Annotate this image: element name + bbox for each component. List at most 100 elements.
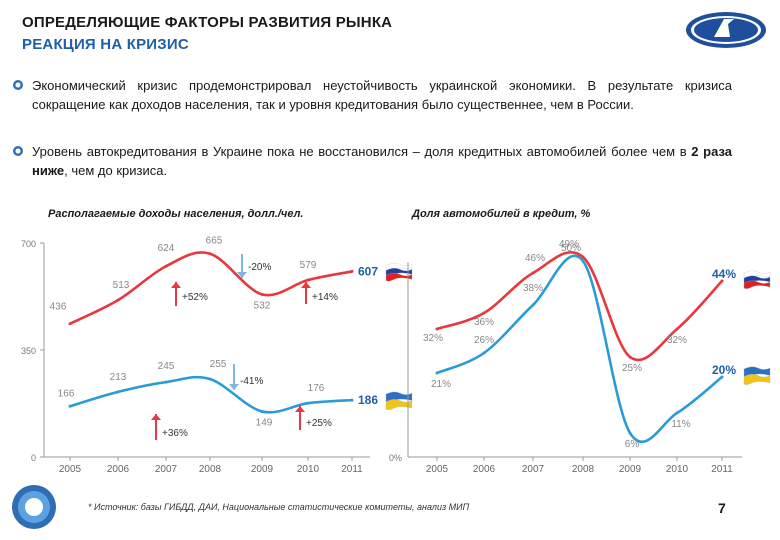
income-growth-label: +14%	[312, 292, 338, 303]
income-y-tick-label: 0	[31, 453, 36, 463]
lada-logo-icon	[686, 12, 766, 48]
credit-point	[628, 355, 632, 359]
income-x-tick-label: 2011	[341, 464, 363, 475]
income-data-label: 245	[158, 361, 175, 372]
credit-y-tick-label: 0%	[389, 453, 402, 463]
ukraine-flag-icon	[743, 366, 771, 385]
income-y-tick-label: 350	[21, 346, 36, 356]
income-decline-label: -20%	[248, 262, 271, 273]
bullet-2-text-post: , чем до кризиса.	[64, 163, 168, 178]
income-point	[306, 401, 310, 405]
income-data-label: 579	[300, 260, 317, 271]
income-x-tick-label: 2008	[199, 464, 222, 475]
credit-data-label: 21%	[431, 379, 451, 390]
income-data-label: 255	[210, 359, 227, 370]
income-point	[164, 380, 168, 384]
income-point	[350, 398, 354, 402]
credit-data-label: 6%	[625, 439, 640, 450]
income-point	[116, 298, 120, 302]
credit-x-tick-label: 2009	[619, 464, 642, 475]
bullet-2-text-bold: 2 раза ниже	[32, 144, 732, 178]
income-point	[208, 377, 212, 381]
credit-data-label: 26%	[474, 335, 494, 346]
income-growth-label: +25%	[306, 418, 332, 429]
income-data-label: 176	[308, 383, 325, 394]
credit-data-label: 50%	[561, 243, 581, 254]
credit-data-label: 36%	[474, 317, 494, 328]
credit-point	[531, 303, 535, 307]
credit-data-label: 25%	[622, 363, 642, 374]
credit-x-tick-label: 2005	[426, 464, 449, 475]
credit-point	[720, 279, 724, 283]
company-logo-icon	[12, 485, 56, 529]
credit-data-label: 38%	[523, 283, 543, 294]
credit-point	[675, 411, 679, 415]
income-point	[208, 252, 212, 256]
russia-flag-icon	[743, 270, 771, 289]
income-data-label: 166	[58, 388, 75, 399]
bullet-1-text: Экономический кризис продемонстрировал н…	[32, 78, 732, 112]
credit-data-label: 46%	[525, 253, 545, 264]
income-x-tick-label: 2005	[59, 464, 82, 475]
bullet-2: Уровень автокредитования в Украине пока …	[13, 142, 732, 180]
income-down-arrow-ua-head	[229, 384, 239, 390]
credit-point	[628, 431, 632, 435]
credit-point	[581, 255, 585, 259]
income-growth-label: +52%	[182, 292, 208, 303]
credit-x-tick-label: 2007	[522, 464, 545, 475]
credit-point	[675, 327, 679, 331]
credit-point	[581, 259, 585, 263]
income-y-tick-label: 700	[21, 239, 36, 249]
credit-x-tick-label: 2008	[572, 464, 595, 475]
page-number: 7	[718, 500, 726, 516]
credit-data-label: 32%	[423, 333, 443, 344]
income-up-arrow-ua-2-head	[295, 406, 305, 412]
credit-point	[482, 311, 486, 315]
credit-x-tick-label: 2011	[711, 464, 733, 475]
bullet-dot-icon	[13, 146, 23, 156]
credit-end-label: 44%	[712, 267, 736, 281]
page-title: ОПРЕДЕЛЯЮЩИЕ ФАКТОРЫ РАЗВИТИЯ РЫНКА	[22, 14, 393, 31]
income-end-label: 186	[358, 393, 378, 407]
income-point	[116, 390, 120, 394]
credit-point	[482, 351, 486, 355]
russia-flag-icon	[385, 263, 413, 282]
credit-point	[531, 271, 535, 275]
source-note: * Источник: базы ГИБДД, ДАИ, Национальны…	[88, 502, 470, 512]
income-point	[350, 269, 354, 273]
income-data-label: 532	[254, 300, 271, 311]
page-subtitle: РЕАКЦИЯ НА КРИЗИС	[22, 36, 189, 53]
income-x-tick-label: 2009	[251, 464, 274, 475]
income-down-arrow-ru-head	[237, 272, 247, 278]
income-point	[68, 404, 72, 408]
income-decline-label: -41%	[240, 376, 263, 387]
income-point	[260, 292, 264, 296]
chart-income-title: Располагаемые доходы населения, долл./че…	[48, 208, 304, 220]
credit-data-label: 32%	[667, 335, 687, 346]
income-data-label: 624	[158, 243, 175, 254]
credit-x-tick-label: 2006	[473, 464, 496, 475]
bullet-dot-icon	[13, 80, 23, 90]
credit-end-label: 20%	[712, 363, 736, 377]
income-data-label: 436	[50, 302, 67, 313]
income-point	[68, 322, 72, 326]
credit-point	[720, 375, 724, 379]
income-data-label: 213	[110, 372, 127, 383]
bullet-2-text-pre: Уровень автокредитования в Украине пока …	[32, 144, 692, 159]
credit-data-label: 11%	[671, 419, 690, 430]
income-growth-label: +36%	[162, 428, 188, 439]
income-data-label: 665	[206, 236, 223, 247]
credit-x-tick-label: 2010	[666, 464, 689, 475]
income-up-arrow-ru-2-head	[301, 282, 311, 288]
credit-data-label: 49%	[559, 239, 579, 250]
bullet-1: Экономический кризис продемонстрировал н…	[13, 76, 732, 114]
income-data-label: 513	[113, 280, 130, 291]
income-point	[260, 409, 264, 413]
income-x-tick-label: 2006	[107, 464, 130, 475]
income-point	[164, 264, 168, 268]
income-point	[306, 278, 310, 282]
credit-series-line-ukraine	[436, 254, 723, 443]
income-data-label: 149	[256, 417, 273, 428]
income-x-tick-label: 2007	[155, 464, 178, 475]
